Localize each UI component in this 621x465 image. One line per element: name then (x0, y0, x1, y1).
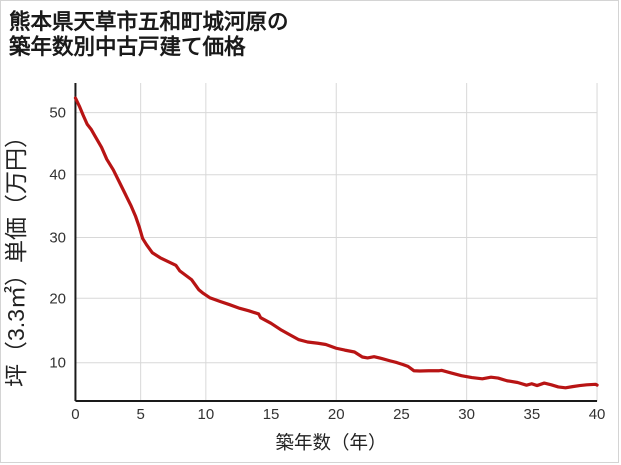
svg-text:10: 10 (198, 406, 215, 423)
svg-text:0: 0 (71, 406, 79, 423)
svg-text:40: 40 (589, 406, 606, 423)
svg-text:5: 5 (136, 406, 144, 423)
svg-text:40: 40 (49, 167, 66, 184)
svg-text:30: 30 (458, 406, 475, 423)
svg-text:20: 20 (49, 291, 66, 308)
svg-text:30: 30 (49, 230, 66, 247)
svg-text:15: 15 (263, 406, 280, 423)
svg-text:20: 20 (328, 406, 345, 423)
svg-text:坪（3.3㎡）単価（万円）: 坪（3.3㎡）単価（万円） (3, 125, 29, 387)
svg-text:10: 10 (49, 355, 66, 372)
svg-text:築年数（年）: 築年数（年） (275, 432, 386, 453)
svg-text:50: 50 (49, 105, 66, 122)
svg-text:25: 25 (393, 406, 410, 423)
svg-text:35: 35 (524, 406, 541, 423)
